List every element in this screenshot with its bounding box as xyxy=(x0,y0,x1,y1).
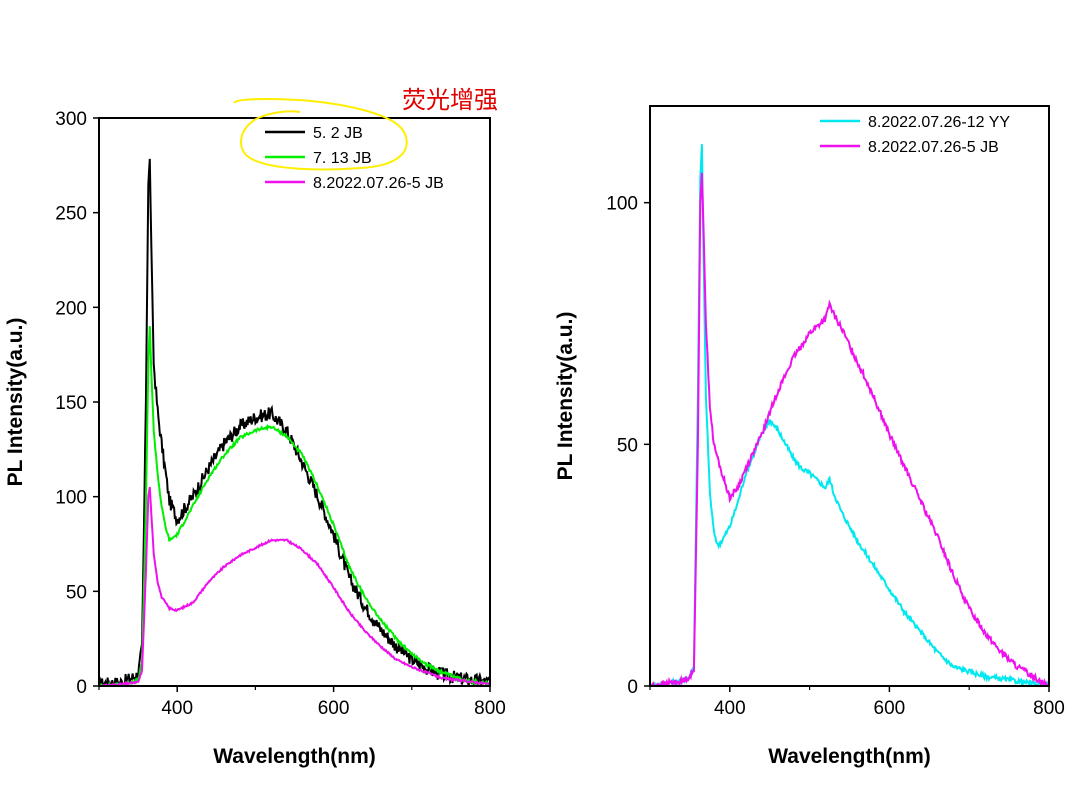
y-axis-title: PL Intensity(a.u.) xyxy=(4,318,27,487)
annotation-note: 荧光增强 xyxy=(402,86,498,114)
chart-panel-1: 400 600 800 0 50 100 150 200 250 300 Wavelength(nm… xyxy=(4,109,506,768)
x-tick-label: 800 xyxy=(474,698,506,719)
series-line-1 xyxy=(650,144,1049,686)
y-tick-label: 150 xyxy=(55,393,87,414)
legend-label: 7. 13 JB xyxy=(313,150,372,167)
x-tick-label: 600 xyxy=(874,698,906,719)
series-line-2 xyxy=(99,325,490,686)
series-line-3 xyxy=(99,486,490,686)
x-tick-label: 600 xyxy=(318,698,350,719)
y-tick-label: 200 xyxy=(55,298,87,319)
series-line-2 xyxy=(650,172,1049,686)
legend-label: 8.2022.07.26-5 JB xyxy=(868,139,999,156)
y-tick-label: 100 xyxy=(55,488,87,509)
y-tick-label: 50 xyxy=(617,435,638,456)
legend-label: 8.2022.07.26-12 YY xyxy=(868,114,1010,131)
y-tick-label: 250 xyxy=(55,204,87,225)
series-line-1 xyxy=(99,158,490,686)
y-tick-label: 0 xyxy=(76,677,87,698)
x-tick-label: 400 xyxy=(714,698,746,719)
y-tick-label: 300 xyxy=(55,109,87,130)
x-tick-label: 800 xyxy=(1033,698,1065,719)
highlight-circle xyxy=(233,98,408,171)
chart-panel-2: 400 600 800 0 50 100 Wavelength(nm) PL Intensit… xyxy=(554,105,1065,768)
x-axis-title: Wavelength(nm) xyxy=(768,745,931,768)
y-tick-label: 100 xyxy=(606,194,638,215)
y-axis-title: PL Intensity(a.u.) xyxy=(554,312,577,481)
y-tick-label: 0 xyxy=(627,677,638,698)
legend: 8.2022.07.26-12 YY 8.2022.07.26-5 JB xyxy=(820,114,1010,156)
legend-label: 8.2022.07.26-5 JB xyxy=(313,175,444,192)
plot-frame xyxy=(649,105,1050,687)
legend: 5. 2 JB 7. 13 JB 8.2022.07.26-5 JB xyxy=(265,125,444,192)
x-axis-title: Wavelength(nm) xyxy=(213,745,376,768)
x-tick-label: 400 xyxy=(161,698,193,719)
legend-label: 5. 2 JB xyxy=(313,125,363,142)
y-tick-label: 50 xyxy=(66,582,87,603)
